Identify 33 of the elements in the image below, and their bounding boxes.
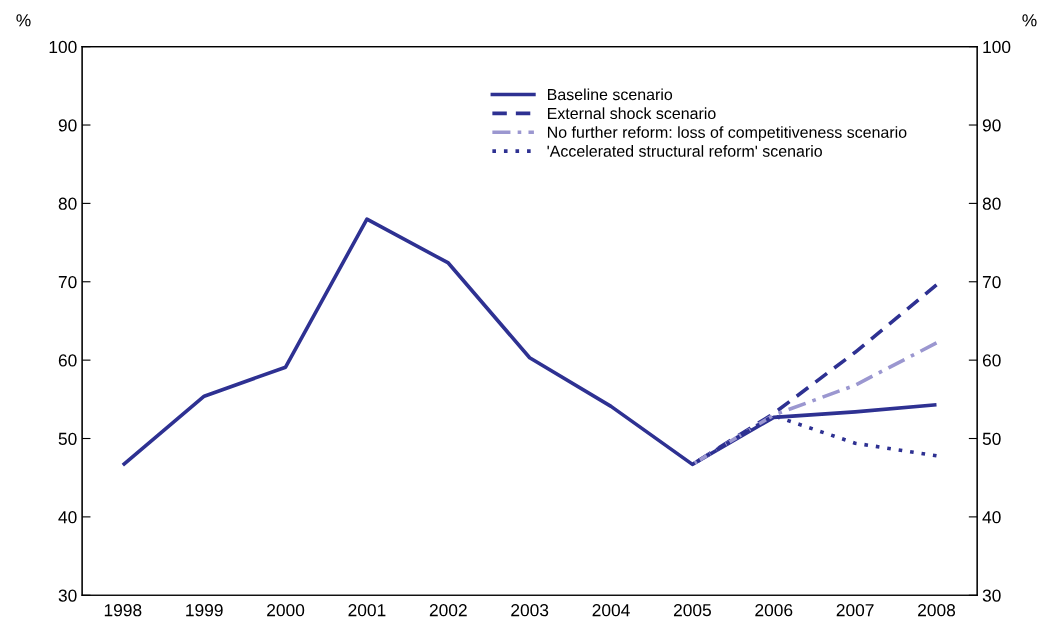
x-tick-label: 1998: [104, 604, 142, 617]
y-tick-label: 50: [58, 432, 77, 445]
x-tick-label: 2002: [429, 604, 467, 617]
y2-axis-title: %: [1022, 14, 1037, 27]
y-axis-title: %: [16, 14, 31, 27]
y2-tick-label: 70: [982, 275, 1001, 289]
y-tick-label: 30: [58, 589, 77, 602]
y2-tick-label: 60: [982, 354, 1001, 367]
x-tick-label: 2003: [511, 604, 549, 617]
legend-label: 'Accelerated structural reform' scenario: [547, 145, 822, 157]
y2-tick-label: 90: [982, 119, 1001, 132]
x-tick-label: 2004: [592, 604, 630, 617]
legend-label: Baseline scenario: [547, 88, 673, 101]
x-tick-label: 2006: [755, 604, 793, 617]
x-tick-label: 2001: [348, 604, 386, 617]
y2-tick-label: 50: [982, 432, 1001, 445]
legend-label: External shock scenario: [547, 107, 716, 120]
y-tick-label: 80: [58, 197, 77, 210]
y2-tick-label: 40: [982, 511, 1001, 524]
x-tick-label: 2000: [267, 604, 305, 617]
y-tick-label: 100: [49, 40, 77, 54]
y2-tick-label: 100: [983, 40, 1011, 54]
y-tick-label: 70: [58, 275, 77, 289]
x-tick-label: 2008: [918, 604, 956, 617]
y-tick-label: 90: [58, 119, 77, 132]
x-tick-label: 2005: [673, 604, 711, 617]
x-tick-label: 2007: [836, 604, 874, 617]
y2-tick-label: 80: [982, 197, 1001, 210]
x-tick-label: 1999: [186, 604, 223, 617]
y2-tick-label: 30: [982, 589, 1001, 602]
y-tick-label: 40: [58, 511, 77, 524]
legend-label: No further reform: loss of competitiveness scenario: [547, 126, 907, 142]
y-tick-label: 60: [58, 354, 77, 367]
